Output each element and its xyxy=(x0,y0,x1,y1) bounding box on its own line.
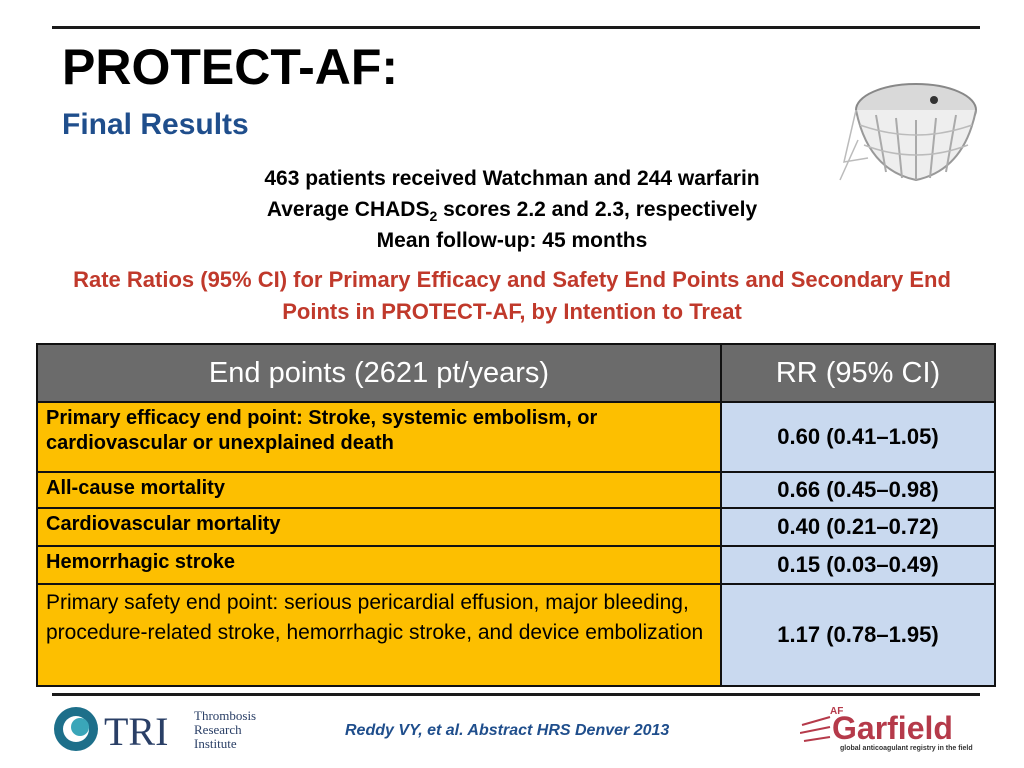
tri-line1: Thrombosis xyxy=(194,708,256,723)
slide-title: PROTECT-AF: xyxy=(62,39,399,95)
table-row: Hemorrhagic stroke 0.15 (0.03–0.49) xyxy=(36,545,996,585)
table-row: Cardiovascular mortality 0.40 (0.21–0.72… xyxy=(36,507,996,547)
slide-subtitle: Final Results xyxy=(62,108,249,141)
endpoint-cell: Hemorrhagic stroke xyxy=(36,545,722,585)
header-endpoints: End points (2621 pt/years) xyxy=(36,343,722,403)
garfield-prefix: AF xyxy=(830,706,843,717)
garfield-logo: AF Garfield global anticoagulant registr… xyxy=(800,706,973,752)
watchman-device-image xyxy=(839,83,977,182)
tri-line3: Institute xyxy=(194,736,237,751)
rr-cell: 0.15 (0.03–0.49) xyxy=(720,545,996,585)
summary-line-chads: Average CHADS2 scores 2.2 and 2.3, respe… xyxy=(200,194,824,225)
bottom-divider xyxy=(52,693,980,696)
table-row: Primary efficacy end point: Stroke, syst… xyxy=(36,401,996,473)
table-caption: Rate Ratios (95% CI) for Primary Efficac… xyxy=(73,267,951,324)
chads-subscript: 2 xyxy=(429,208,438,225)
endpoint-cell: Primary efficacy end point: Stroke, syst… xyxy=(36,401,722,473)
chads-scores-text: scores 2.2 and 2.3, respectively xyxy=(437,198,758,221)
summary-line-patients: 463 patients received Watchman and 244 w… xyxy=(264,167,760,190)
table-header-row: End points (2621 pt/years) RR (95% CI) xyxy=(36,343,996,403)
rr-cell: 0.66 (0.45–0.98) xyxy=(720,471,996,509)
endpoints-table: End points (2621 pt/years) RR (95% CI) P… xyxy=(36,343,996,687)
tri-logo: TRI Thrombosis Research Institute xyxy=(54,707,256,754)
table-row: All-cause mortality 0.66 (0.45–0.98) xyxy=(36,471,996,509)
study-summary: 463 patients received Watchman and 244 w… xyxy=(200,163,824,256)
endpoint-cell: Primary safety end point: serious perica… xyxy=(36,583,722,687)
endpoint-cell: Cardiovascular mortality xyxy=(36,507,722,547)
table-row: Primary safety end point: serious perica… xyxy=(36,583,996,687)
garfield-tagline: global anticoagulant registry in the fie… xyxy=(840,745,973,752)
rr-cell: 0.60 (0.41–1.05) xyxy=(720,401,996,473)
chads-text: Average CHADS xyxy=(266,198,430,221)
header-rr: RR (95% CI) xyxy=(720,343,996,403)
garfield-name: Garfield xyxy=(832,710,953,746)
rr-cell: 0.40 (0.21–0.72) xyxy=(720,507,996,547)
rr-cell: 1.17 (0.78–1.95) xyxy=(720,583,996,687)
tri-mark: TRI xyxy=(104,709,168,754)
tri-line2: Research xyxy=(194,722,242,737)
citation: Reddy VY, et al. Abstract HRS Denver 201… xyxy=(345,722,670,739)
top-divider xyxy=(52,26,980,29)
endpoint-cell: All-cause mortality xyxy=(36,471,722,509)
summary-line-followup: Mean follow-up: 45 months xyxy=(376,229,648,252)
